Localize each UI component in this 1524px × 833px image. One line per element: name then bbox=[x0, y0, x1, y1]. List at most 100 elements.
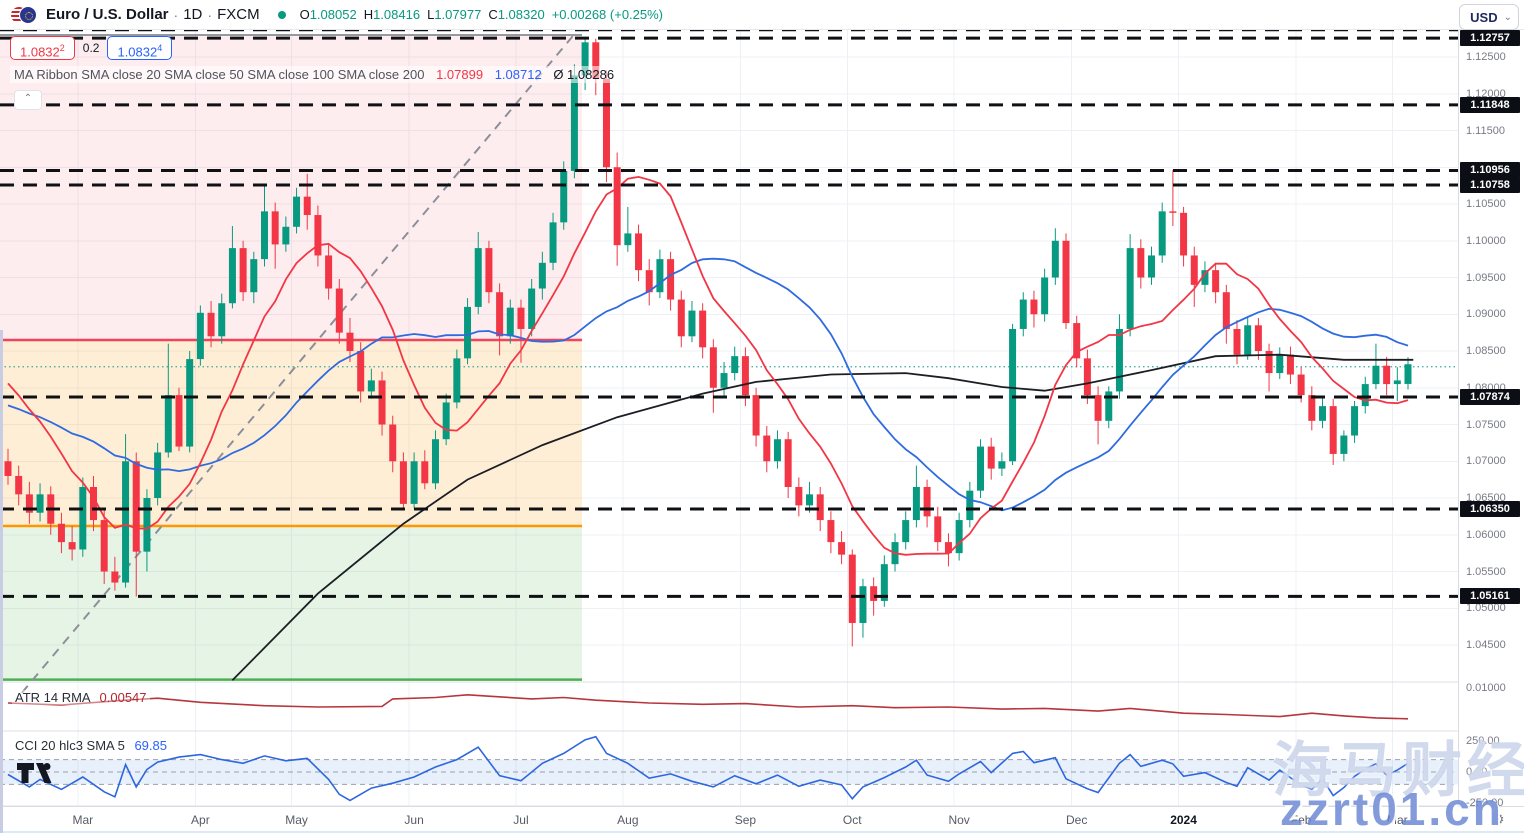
price-tick: 1.05000 bbox=[1466, 602, 1506, 615]
candle bbox=[239, 248, 247, 293]
atr-legend[interactable]: ATR 14 RMA 0.00547 bbox=[12, 690, 150, 705]
candle bbox=[154, 452, 162, 499]
candle bbox=[848, 554, 856, 623]
time-axis-label: Apr bbox=[191, 813, 210, 827]
candle bbox=[517, 307, 525, 329]
market-status-icon[interactable] bbox=[277, 10, 286, 19]
level-price-badge: 1.07874 bbox=[1460, 389, 1520, 406]
exchange-label[interactable]: FXCM bbox=[217, 6, 260, 23]
candle bbox=[175, 395, 183, 447]
candle bbox=[838, 542, 846, 555]
time-axis-label: Jun bbox=[404, 813, 424, 827]
close-value: 1.08320 bbox=[497, 7, 545, 22]
time-axis-label: Feb bbox=[1290, 813, 1312, 827]
buy-button[interactable]: 1.08324 bbox=[107, 36, 173, 60]
time-axis-label: Dec bbox=[1066, 813, 1088, 827]
spread-value: 0.2 bbox=[82, 41, 100, 55]
candle bbox=[325, 255, 333, 289]
ma-ribbon-legend[interactable]: MA Ribbon SMA close 20 SMA close 50 SMA … bbox=[10, 66, 619, 83]
interval-label[interactable]: 1D bbox=[183, 6, 203, 23]
level-price-badge: 1.12757 bbox=[1460, 30, 1520, 47]
high-value: 1.08416 bbox=[373, 7, 421, 22]
level-price-badge: 1.06350 bbox=[1460, 501, 1520, 518]
close-label: C bbox=[488, 7, 498, 22]
bottom-strip bbox=[0, 831, 1524, 833]
candle bbox=[1244, 325, 1252, 355]
sma-50-line bbox=[7, 257, 1409, 512]
candle bbox=[613, 167, 621, 246]
candle bbox=[1019, 299, 1027, 329]
separator: · bbox=[173, 6, 179, 23]
candle bbox=[410, 461, 418, 504]
candle bbox=[688, 310, 696, 337]
low-value: 1.07977 bbox=[434, 7, 482, 22]
candle bbox=[1137, 248, 1145, 278]
currency-select[interactable]: USD ⌄ bbox=[1459, 4, 1519, 30]
candle bbox=[1393, 380, 1401, 385]
chevron-down-icon: ⌄ bbox=[1503, 11, 1512, 23]
cci-pane bbox=[0, 735, 1458, 802]
collapse-legend-button[interactable]: ⌃ bbox=[14, 90, 42, 110]
price-axis[interactable]: 1.12500 1.12000 1.11500 1.10500 1.10000 1.095… bbox=[1458, 30, 1524, 809]
time-axis-label: Nov bbox=[948, 813, 970, 827]
candle bbox=[89, 486, 97, 521]
cci-tick: 250.00 bbox=[1466, 735, 1500, 747]
candle bbox=[57, 523, 65, 543]
candle bbox=[752, 395, 760, 436]
left-edge-strip bbox=[0, 330, 3, 833]
change-value: +0.00268 (+0.25%) bbox=[551, 7, 664, 22]
candle bbox=[1383, 365, 1391, 385]
candle bbox=[827, 520, 835, 543]
cci-legend[interactable]: CCI 20 hlc3 SMA 5 69.85 bbox=[12, 738, 170, 753]
price-tick: 1.10000 bbox=[1466, 234, 1506, 247]
grid-lines bbox=[0, 30, 1458, 806]
tradingview-logo[interactable] bbox=[16, 760, 66, 786]
candle bbox=[506, 307, 514, 337]
candle bbox=[656, 259, 664, 293]
candle bbox=[549, 222, 557, 263]
candle bbox=[592, 42, 600, 80]
candle bbox=[293, 196, 301, 227]
candle bbox=[367, 380, 375, 392]
candle bbox=[207, 312, 215, 337]
candles-layer bbox=[4, 37, 1412, 647]
candle bbox=[346, 332, 354, 352]
ohlc-readout: O1.08052 H1.08416 L1.07977 C1.08320 +0.0… bbox=[300, 7, 663, 22]
candle bbox=[720, 373, 728, 388]
candle bbox=[635, 233, 643, 271]
atr-value: 0.00547 bbox=[99, 690, 147, 705]
candle bbox=[111, 571, 119, 583]
symbol-logo-icon[interactable] bbox=[10, 5, 40, 25]
candle bbox=[122, 461, 130, 583]
candle bbox=[998, 461, 1006, 469]
candle bbox=[1148, 255, 1156, 278]
candle bbox=[560, 170, 568, 223]
candle bbox=[100, 520, 108, 572]
candle bbox=[1297, 374, 1305, 396]
time-axis-label: Sep bbox=[734, 813, 757, 827]
price-tick: 1.06500 bbox=[1466, 492, 1506, 504]
time-axis-label: Aug bbox=[617, 813, 639, 827]
candle bbox=[196, 312, 204, 360]
candle bbox=[1073, 323, 1081, 359]
level-price-badge: 1.10758 bbox=[1460, 177, 1520, 194]
symbol-title[interactable]: Euro / U.S. Dollar bbox=[46, 6, 169, 23]
candle bbox=[944, 542, 952, 554]
time-axis[interactable]: ⚙ Mar Apr May Jun Jul Aug Sep Oct Nov Dec 2024 Feb M… bbox=[0, 806, 1524, 833]
level-price-badge: 1.05161 bbox=[1460, 588, 1520, 605]
candle bbox=[1265, 351, 1273, 374]
price-tick: 1.12500 bbox=[1466, 51, 1506, 63]
time-axis-label: Oct bbox=[842, 813, 862, 827]
open-label: O bbox=[299, 7, 310, 22]
gear-icon[interactable]: ⚙ bbox=[1492, 811, 1505, 827]
candle bbox=[1094, 395, 1102, 421]
low-label: L bbox=[427, 7, 435, 22]
candle bbox=[282, 226, 290, 245]
high-label: H bbox=[363, 7, 374, 22]
candle bbox=[132, 461, 140, 552]
candle bbox=[699, 310, 707, 348]
price-tick: 1.08500 bbox=[1466, 345, 1506, 357]
sell-button[interactable]: 1.08322 bbox=[10, 36, 75, 60]
